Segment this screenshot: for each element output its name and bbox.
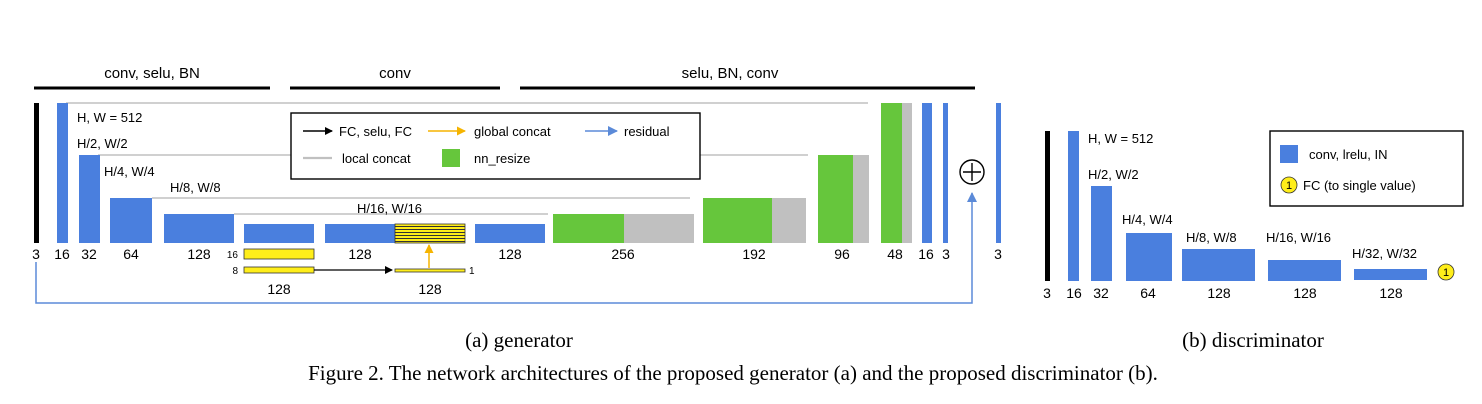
header-label-right: selu, BN, conv bbox=[682, 65, 779, 82]
resize-swatch-icon bbox=[442, 149, 460, 167]
generator-legend: FC, selu, FC global concat residual loca… bbox=[290, 112, 701, 180]
disc-res-32: H/32, W/32 bbox=[1352, 246, 1417, 261]
ch-label-48: 48 bbox=[887, 246, 903, 262]
local-concat-block-256 bbox=[624, 214, 694, 243]
disc-ch-128-a: 128 bbox=[1207, 285, 1231, 301]
ch-label-16: 16 bbox=[54, 246, 70, 262]
disc-ch-32: 32 bbox=[1093, 285, 1109, 301]
generator-diagram: conv, selu, BN conv selu, BN, conv bbox=[32, 65, 1002, 352]
ch-label-128-a: 128 bbox=[187, 246, 211, 262]
disc-legend-fc-marker-label: 1 bbox=[1286, 180, 1292, 192]
disc-fc-marker bbox=[1437, 263, 1455, 281]
legend-local-label: local concat bbox=[342, 151, 411, 166]
global-block-8 bbox=[243, 266, 315, 274]
disc-legend-fc-label: FC (to single value) bbox=[1303, 178, 1416, 193]
input-image-bar bbox=[34, 103, 39, 243]
legend-resize-label: nn_resize bbox=[474, 151, 530, 166]
conv-block-64 bbox=[110, 198, 152, 243]
ch-label-128-c: 128 bbox=[498, 246, 522, 262]
disc-legend-box bbox=[1269, 130, 1464, 207]
conv-block-16-out bbox=[922, 103, 932, 243]
ch-label-256: 256 bbox=[611, 246, 635, 262]
disc-legend-fc-marker bbox=[1280, 176, 1298, 194]
disc-conv-32 bbox=[1091, 186, 1112, 281]
conv-block-128-a bbox=[164, 214, 234, 243]
resize-block-96 bbox=[818, 155, 853, 243]
local-concat-block-192 bbox=[772, 198, 806, 243]
legend-residual-label: residual bbox=[624, 124, 670, 139]
resize-block-48 bbox=[881, 103, 902, 243]
disc-conv-16 bbox=[1068, 131, 1079, 281]
ch-label-64: 64 bbox=[123, 246, 139, 262]
ch-label-3-in: 3 bbox=[32, 246, 40, 262]
global-ch-label-128-a: 128 bbox=[267, 281, 291, 297]
discriminator-legend: conv, lrelu, IN 1 FC (to single value) bbox=[1269, 130, 1464, 207]
disc-res-2: H/2, W/2 bbox=[1088, 167, 1139, 182]
disc-ch-64: 64 bbox=[1140, 285, 1156, 301]
disc-ch-16: 16 bbox=[1066, 285, 1082, 301]
header-label-mid: conv bbox=[379, 65, 411, 82]
output-image-bar bbox=[996, 103, 1001, 243]
ch-label-16-out: 16 bbox=[918, 246, 934, 262]
disc-legend-block-label: conv, lrelu, IN bbox=[1309, 147, 1388, 162]
disc-res-4: H/4, W/4 bbox=[1122, 212, 1173, 227]
legend-box bbox=[290, 112, 701, 180]
residual-arrow bbox=[35, 192, 977, 304]
conv-block-128-c bbox=[325, 224, 395, 243]
ch-label-32: 32 bbox=[81, 246, 97, 262]
conv-block-128-d bbox=[475, 224, 545, 243]
disc-res-16: H/16, W/16 bbox=[1266, 230, 1331, 245]
disc-ch-128-b: 128 bbox=[1293, 285, 1317, 301]
disc-conv-64 bbox=[1126, 233, 1172, 281]
res-label-8: H/8, W/8 bbox=[170, 180, 221, 195]
global-ch-label-128-b: 128 bbox=[418, 281, 442, 297]
conv-block-32 bbox=[79, 155, 100, 243]
discriminator-caption: (b) discriminator bbox=[1182, 328, 1324, 352]
conv-block-3-out bbox=[943, 103, 948, 243]
legend-fc-label: FC, selu, FC bbox=[339, 124, 412, 139]
disc-res-8: H/8, W/8 bbox=[1186, 230, 1237, 245]
disc-conv-128-c bbox=[1354, 269, 1427, 280]
disc-input-bar bbox=[1045, 131, 1050, 281]
ch-label-128-b: 128 bbox=[348, 246, 372, 262]
res-label-4: H/4, W/4 bbox=[104, 164, 155, 179]
legend-global-label: global concat bbox=[474, 124, 551, 139]
discriminator-diagram: 1 H, W = 512 H/2, W/2 H/4, W/4 H/8, W/8 … bbox=[1043, 130, 1464, 352]
header-label-left: conv, selu, BN bbox=[104, 65, 200, 82]
ch-label-96: 96 bbox=[834, 246, 850, 262]
global-block-1 bbox=[394, 268, 466, 273]
conv-block-128-b bbox=[244, 224, 314, 243]
figure-caption: Figure 2. The network architectures of t… bbox=[308, 361, 1158, 385]
disc-fc-marker-label: 1 bbox=[1443, 267, 1449, 279]
disc-ch-3: 3 bbox=[1043, 285, 1051, 301]
disc-ch-128-c: 128 bbox=[1379, 285, 1403, 301]
disc-conv-128-a bbox=[1182, 249, 1255, 281]
disc-legend-block-swatch bbox=[1280, 145, 1298, 163]
global-block-16 bbox=[243, 248, 315, 260]
res-label-16: H/16, W/16 bbox=[357, 201, 422, 216]
local-concat-block-48 bbox=[902, 103, 912, 243]
generator-caption: (a) generator bbox=[465, 328, 573, 352]
global-label-1: 1 bbox=[469, 266, 475, 277]
ch-label-3-out: 3 bbox=[994, 246, 1002, 262]
conv-block-16 bbox=[57, 103, 68, 243]
global-label-8: 8 bbox=[232, 266, 238, 277]
resize-block-256 bbox=[553, 214, 624, 243]
global-concat-block bbox=[394, 223, 466, 244]
res-label-512: H, W = 512 bbox=[77, 110, 142, 125]
res-label-2: H/2, W/2 bbox=[77, 136, 128, 151]
disc-conv-128-b bbox=[1268, 260, 1341, 281]
ch-label-3-conv: 3 bbox=[942, 246, 950, 262]
ch-label-192: 192 bbox=[742, 246, 766, 262]
disc-res-512: H, W = 512 bbox=[1088, 131, 1153, 146]
resize-block-192 bbox=[703, 198, 772, 243]
global-label-16: 16 bbox=[227, 250, 239, 261]
local-concat-block-96 bbox=[853, 155, 869, 243]
